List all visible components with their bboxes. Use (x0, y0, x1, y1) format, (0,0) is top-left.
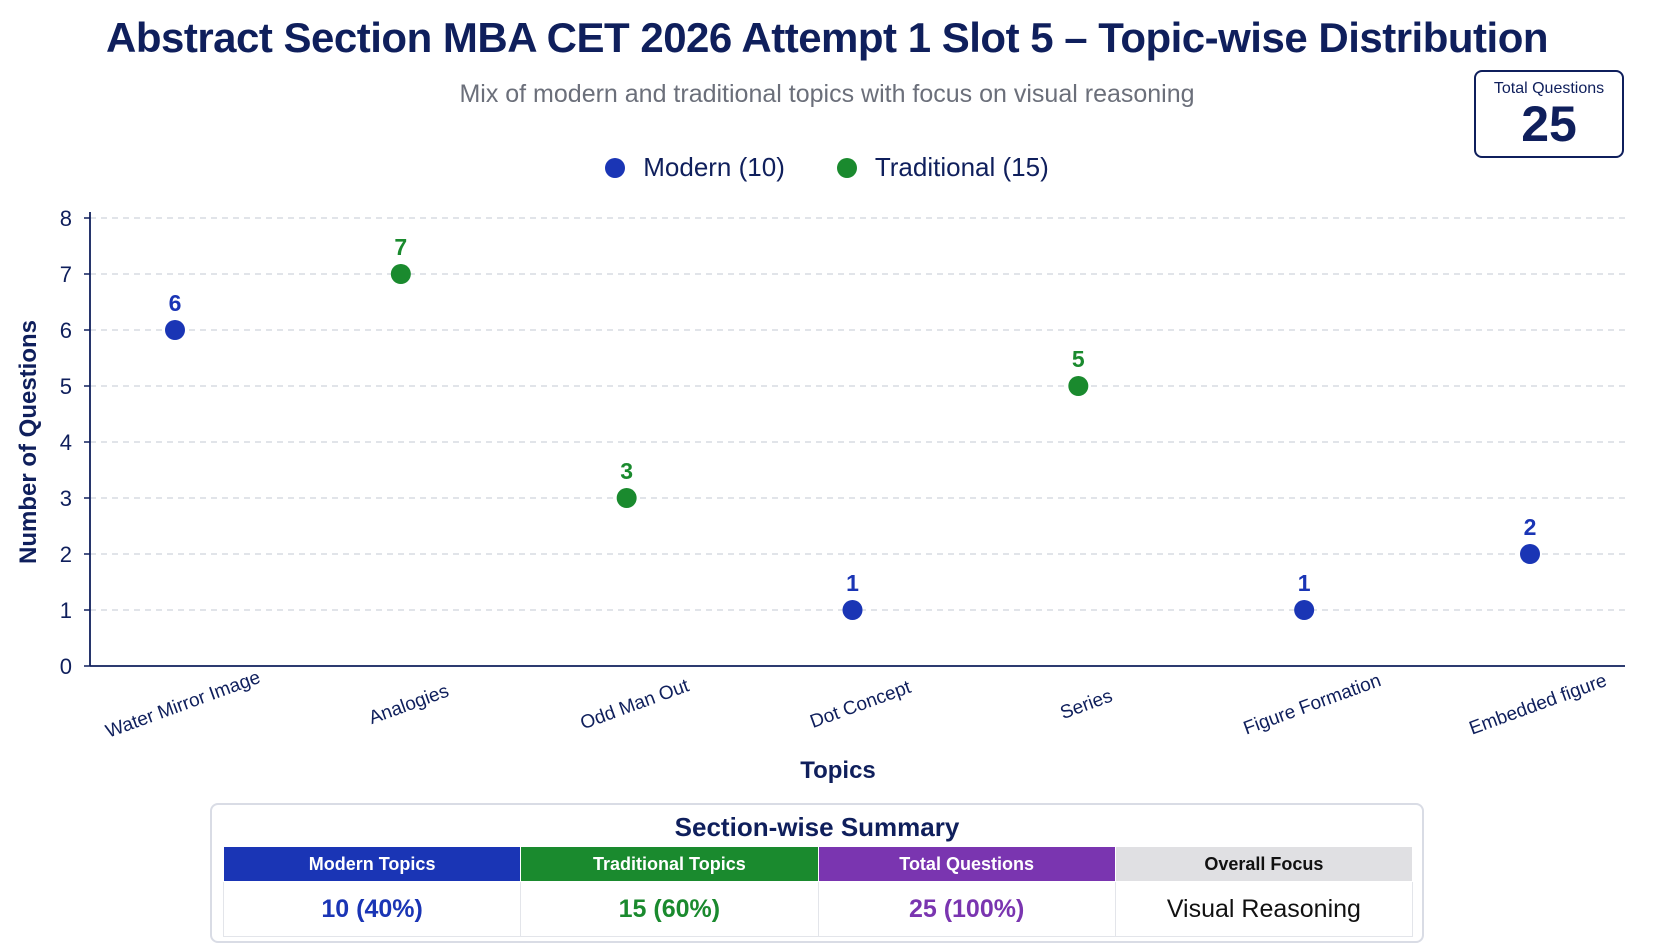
y-tick-label: 5 (60, 374, 72, 399)
summary-value-traditional: 15 (60%) (520, 881, 819, 937)
y-tick-label: 7 (60, 262, 72, 287)
legend-marker-modern (605, 157, 626, 178)
data-point (1068, 376, 1089, 396)
legend-label-traditional: Traditional (15) (874, 152, 1049, 182)
section-summary: Section-wise Summary Modern Topics Tradi… (210, 803, 1424, 943)
summary-header-total: Total Questions (817, 846, 1116, 882)
y-tick-label: 0 (60, 654, 72, 679)
x-tick-label: Dot Concept (807, 677, 914, 733)
scatter-chart: 0 1 2 3 4 5 6 7 8 Water Mirror Image Analogies Odd … (15, 206, 1625, 784)
y-tick-label: 1 (60, 598, 72, 623)
x-tick-label: Analogies (366, 681, 452, 729)
total-questions-label: Total Questions (1493, 80, 1605, 97)
summary-header-traditional: Traditional Topics (520, 846, 819, 882)
summary-header-modern: Modern Topics (222, 846, 522, 882)
data-point (390, 264, 411, 284)
legend-item-modern: Modern (10) (605, 152, 785, 183)
x-tick-label: Water Mirror Image (103, 667, 263, 742)
total-questions-value: 25 (1521, 96, 1577, 152)
y-tick-label: 3 (60, 486, 72, 511)
summary-value-focus: Visual Reasoning (1114, 881, 1414, 937)
data-label: 3 (620, 458, 633, 484)
chart-title: Abstract Section MBA CET 2026 Attempt 1 … (106, 14, 1549, 61)
x-axis-label: Topics (800, 757, 876, 784)
data-point (165, 320, 185, 340)
data-label: 1 (846, 570, 859, 596)
data-label: 1 (1298, 570, 1311, 596)
summary-header-focus: Overall Focus (1114, 846, 1414, 882)
y-axis-label: Number of Questions (15, 320, 42, 564)
data-point (1520, 544, 1540, 564)
summary-table: Modern Topics Traditional Topics Total Q… (222, 846, 1414, 937)
summary-value-total: 25 (100%) (817, 881, 1116, 937)
x-tick-label: Figure Formation (1241, 670, 1384, 739)
y-tick-label: 8 (60, 206, 72, 231)
data-point (616, 488, 637, 508)
total-questions-box: Total Questions 25 (1474, 70, 1624, 158)
x-tick-label: Embedded figure (1467, 670, 1610, 739)
legend-item-traditional: Traditional (15) (836, 152, 1049, 183)
legend-label-modern: Modern (10) (643, 152, 785, 182)
data-label: 5 (1072, 346, 1085, 372)
x-tick-label: Series (1058, 686, 1116, 724)
legend-marker-traditional (836, 157, 857, 178)
chart-subtitle: Mix of modern and traditional topics wit… (459, 80, 1195, 108)
y-tick-label: 6 (60, 318, 72, 343)
summary-value-modern: 10 (40%) (222, 881, 522, 937)
y-tick-label: 4 (60, 430, 72, 455)
data-point (1294, 600, 1315, 620)
summary-title: Section-wise Summary (674, 812, 960, 842)
data-label: 2 (1524, 514, 1537, 540)
chart-legend: Modern (10) Traditional (15) (0, 152, 1654, 183)
data-label: 6 (169, 290, 182, 316)
x-tick-label: Odd Man Out (578, 675, 693, 734)
y-tick-label: 2 (60, 542, 72, 567)
data-label: 7 (394, 234, 407, 260)
data-point (842, 600, 863, 620)
